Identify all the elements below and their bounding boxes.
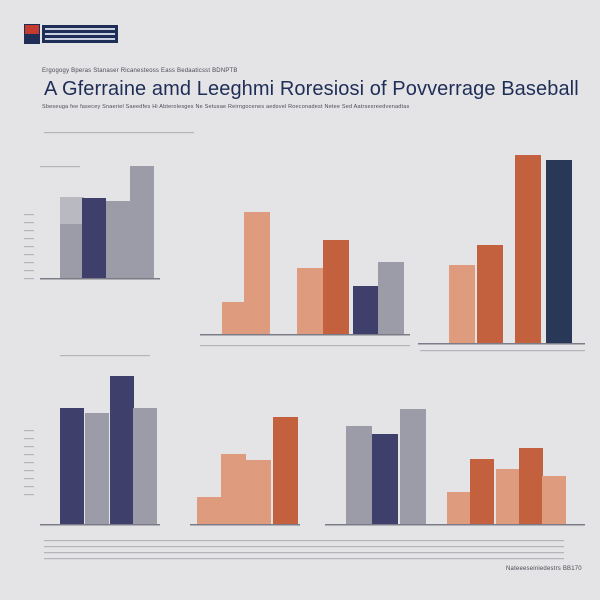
bar: [85, 413, 109, 524]
x-axis-labels: [420, 350, 585, 352]
bar: [378, 262, 404, 334]
bar: [477, 245, 503, 343]
bar: [106, 201, 130, 278]
top-left-caption: [44, 132, 194, 134]
bar: [297, 268, 323, 334]
bar: [323, 240, 349, 334]
bar: [546, 160, 572, 343]
bar: [133, 408, 157, 524]
legend-text: [40, 166, 80, 168]
y-axis-label: [24, 230, 34, 232]
y-axis-label: [24, 214, 34, 216]
axis-baseline: [190, 524, 300, 526]
y-axis-label: [24, 454, 34, 456]
bar: [519, 448, 543, 524]
x-axis-labels: [200, 345, 410, 347]
y-axis-label: [24, 494, 34, 496]
axis-baseline: [418, 343, 585, 345]
y-axis-label: [24, 486, 34, 488]
bar: [221, 454, 246, 524]
bar: [82, 198, 106, 278]
y-axis-label: [24, 446, 34, 448]
y-axis-label: [24, 438, 34, 440]
bar: [449, 265, 475, 343]
bar: [273, 417, 298, 524]
logo: [24, 24, 118, 44]
bar: [372, 434, 398, 524]
bar: [110, 376, 134, 524]
y-axis-label: [24, 462, 34, 464]
y-axis-label: [24, 478, 34, 480]
axis-baseline: [200, 334, 410, 336]
axis-baseline: [325, 524, 440, 526]
y-axis-label: [24, 262, 34, 264]
axis-baseline: [430, 524, 585, 526]
footnote-lines: [44, 546, 564, 548]
bar: [353, 286, 379, 334]
bar: [130, 166, 154, 278]
footnote-lines: [44, 558, 564, 560]
footnote-lines: [44, 552, 564, 554]
logo-flag-icon: [24, 24, 40, 44]
y-axis-label: [24, 246, 34, 248]
bar: [496, 469, 520, 524]
panel-caption: [60, 355, 150, 357]
bar: [542, 476, 566, 524]
logo-plate: [42, 25, 118, 43]
y-axis-label: [24, 278, 34, 280]
bar: [60, 197, 84, 224]
bar: [470, 459, 494, 524]
y-axis-label: [24, 238, 34, 240]
axis-baseline: [40, 524, 160, 526]
chart-subtitle: Sbeseuga fee fasecey Snaeriel Saeedfes H…: [42, 104, 410, 110]
footnote-lines: [44, 540, 564, 542]
bar: [197, 497, 222, 524]
bar: [515, 155, 541, 343]
bar: [222, 302, 248, 334]
bar: [60, 224, 84, 278]
y-axis-label: [24, 270, 34, 272]
bar: [346, 426, 372, 524]
y-axis-label: [24, 222, 34, 224]
y-axis-label: [24, 430, 34, 432]
chart-title: A Gferraine amd Leeghmi Roresiosi of Pov…: [44, 78, 579, 100]
y-axis-label: [24, 254, 34, 256]
y-axis-label: [24, 470, 34, 472]
chart-source: Nateeeseiniedestrs BB170: [506, 566, 582, 572]
axis-baseline: [40, 278, 160, 280]
bar: [244, 212, 270, 334]
bar: [447, 492, 471, 524]
bar: [246, 460, 271, 524]
bar: [60, 408, 84, 524]
bar: [400, 409, 426, 524]
chart-kicker: Ergogogy Bperas Stanaser Ricanesteoss Ea…: [42, 68, 238, 74]
